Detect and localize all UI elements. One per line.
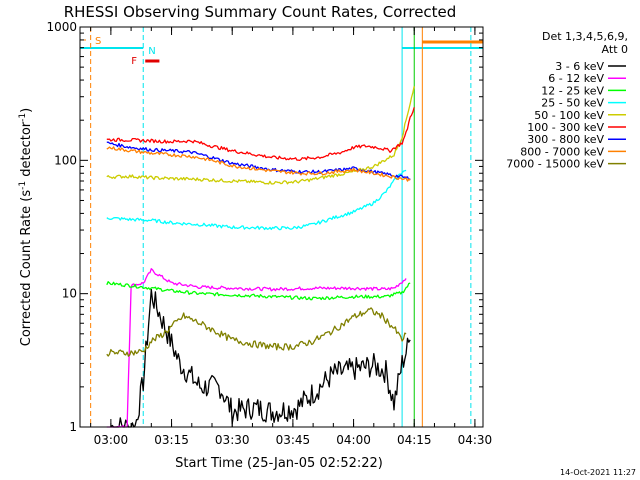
footer-timestamp: 14-Oct-2021 11:27 xyxy=(560,468,636,477)
series-line xyxy=(110,288,411,428)
series-lines xyxy=(106,86,415,428)
y-axis-label: Corrected Count Rate (s-1 detector-1) xyxy=(18,108,34,346)
vertical-markers xyxy=(90,27,472,427)
legend-entry-label: 100 - 300 keV xyxy=(527,121,604,134)
legend-entry-label: 6 - 12 keV xyxy=(548,72,604,85)
legend-entry-label: 12 - 25 keV xyxy=(541,84,604,97)
legend-entry-label: 50 - 100 keV xyxy=(534,109,604,122)
series-line xyxy=(106,107,415,162)
observing-flags: S NF xyxy=(80,36,483,67)
plot-frame xyxy=(79,26,484,428)
y-tick-label: 100 xyxy=(54,153,77,167)
x-tick-label: 03:00 xyxy=(94,433,129,447)
x-axis-label: Start Time (25-Jan-05 02:52:22) xyxy=(175,456,383,471)
x-tick-label: 03:15 xyxy=(154,433,189,447)
x-tick-label: 04:30 xyxy=(458,433,493,447)
series-line xyxy=(106,307,407,357)
flare-flag-label: F xyxy=(131,56,137,67)
legend-header-attenuator: Att 0 xyxy=(602,43,628,56)
series-line xyxy=(106,86,415,185)
legend-entry-label: 800 - 7000 keV xyxy=(520,145,604,158)
series-line xyxy=(106,169,407,231)
series-line xyxy=(106,268,407,428)
x-tick-label: 03:30 xyxy=(215,433,250,447)
y-tick-label: 1000 xyxy=(46,20,77,34)
x-tick-label: 03:45 xyxy=(276,433,311,447)
saa-flag-label: S xyxy=(95,36,101,47)
y-tick-label: 1 xyxy=(69,420,77,434)
legend-entry-label: 7000 - 15000 keV xyxy=(506,158,604,171)
night-flag-label: N xyxy=(148,46,155,57)
x-tick-label: 04:15 xyxy=(397,433,432,447)
legend-entry-label: 25 - 50 keV xyxy=(541,97,604,110)
x-tick-label: 04:00 xyxy=(336,433,371,447)
legend-header-detectors: Det 1,3,4,5,6,9, xyxy=(542,30,628,43)
y-tick-label: 10 xyxy=(62,287,77,301)
legend-entry-label: 3 - 6 keV xyxy=(555,60,604,73)
legend-entry-label: 300 - 800 keV xyxy=(527,133,604,146)
axis-ticks: 1 10 100 1000 03:00 03:15 03:30 03:45 04:00 04:15… xyxy=(46,20,492,447)
series-line xyxy=(106,281,411,301)
chart-title: RHESSI Observing Summary Count Rates, Co… xyxy=(64,3,457,21)
series-line xyxy=(106,146,411,182)
series-line xyxy=(106,141,411,181)
